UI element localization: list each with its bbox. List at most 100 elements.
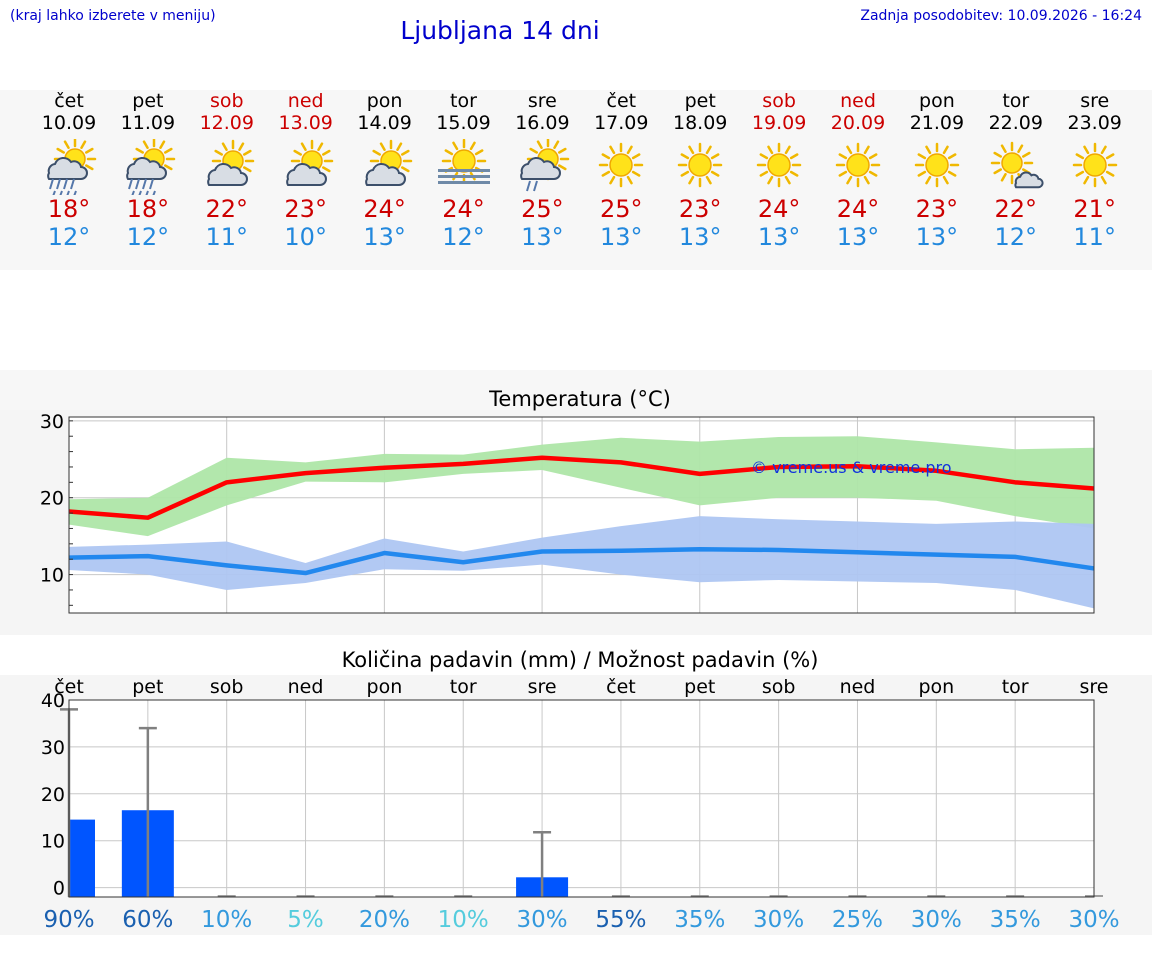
precip-probability: 5% bbox=[287, 907, 324, 933]
precip-probability: 30% bbox=[517, 907, 568, 933]
forecast-day: sob 19.09 24° 13° bbox=[739, 90, 819, 251]
sun-icon bbox=[599, 142, 644, 188]
forecast-day: sre 23.09 21° 11° bbox=[1055, 90, 1135, 251]
max-temperature: 25° bbox=[521, 195, 564, 223]
precip-probability: 10% bbox=[201, 907, 252, 933]
day-date: 20.09 bbox=[830, 112, 886, 134]
category-label: pon bbox=[918, 676, 954, 698]
category-label: pet bbox=[132, 676, 163, 698]
precip-probability: 25% bbox=[832, 907, 883, 933]
forecast-day: sob 12.09 22° 11° bbox=[187, 90, 267, 251]
category-label: ned bbox=[840, 676, 876, 698]
precip-bar bbox=[69, 819, 95, 897]
min-temperature: 11° bbox=[205, 223, 249, 251]
plot-frame bbox=[68, 699, 1095, 898]
precip-probability: 30% bbox=[1068, 907, 1119, 933]
min-temperature: 13° bbox=[600, 223, 643, 251]
y-tick-label: 40 bbox=[41, 690, 65, 712]
sun-icon bbox=[1072, 142, 1117, 188]
day-date: 13.09 bbox=[278, 112, 333, 134]
forecast-band bbox=[0, 90, 1152, 270]
precip-probability: 10% bbox=[438, 907, 489, 933]
day-date: 19.09 bbox=[751, 112, 807, 134]
day-date: 10.09 bbox=[41, 112, 97, 134]
max-range-band bbox=[69, 436, 1094, 537]
day-name: ned bbox=[840, 90, 876, 112]
forecast-day: tor 22.09 22° 12° bbox=[976, 90, 1056, 251]
forecast-day: čet 10.09 18° 12° bbox=[29, 90, 109, 251]
watermark: © vreme.us & vreme.pro bbox=[751, 458, 952, 477]
precip-chart-title: Količina padavin (mm) / Možnost padavin … bbox=[341, 648, 819, 672]
max-temperature-line bbox=[68, 455, 1095, 520]
y-tick-label: 20 bbox=[41, 784, 65, 806]
min-temperature: 13° bbox=[836, 223, 880, 251]
forecast-day: pon 21.09 23° 13° bbox=[897, 90, 977, 251]
precip-probability: 30% bbox=[753, 907, 804, 933]
day-name: čet bbox=[606, 90, 637, 112]
sun-icon bbox=[914, 142, 960, 188]
sun-fog-icon bbox=[437, 139, 490, 184]
min-temperature: 13° bbox=[678, 223, 722, 251]
category-label: sre bbox=[528, 676, 557, 698]
min-temperature: 13° bbox=[363, 223, 406, 251]
precip-probability: 60% bbox=[122, 907, 173, 933]
min-temperature: 13° bbox=[915, 223, 959, 251]
day-name: sre bbox=[1080, 90, 1110, 112]
category-label: sob bbox=[210, 676, 244, 698]
max-temperature: 24° bbox=[363, 195, 406, 223]
sun-cloud-drizzle-icon bbox=[520, 139, 570, 192]
day-name: pet bbox=[132, 90, 164, 112]
max-temperature: 23° bbox=[915, 195, 959, 223]
max-temperature: 22° bbox=[994, 195, 1038, 223]
day-date: 16.09 bbox=[515, 112, 570, 134]
forecast-day: sre 16.09 25° 13° bbox=[502, 90, 582, 251]
sun-cloud-icon bbox=[207, 139, 255, 186]
y-tick-label: 10 bbox=[40, 565, 64, 587]
day-date: 12.09 bbox=[199, 112, 254, 134]
sun-cloud-icon bbox=[364, 139, 412, 186]
temperature-title-band bbox=[0, 370, 1152, 410]
sun-icon bbox=[756, 142, 802, 188]
min-temperature: 12° bbox=[47, 223, 91, 251]
min-temperature: 10° bbox=[284, 223, 327, 251]
day-name: sob bbox=[210, 90, 244, 112]
category-label: čet bbox=[54, 676, 84, 698]
category-label: pet bbox=[684, 676, 715, 698]
category-label: sre bbox=[1080, 676, 1109, 698]
forecast-day: pet 11.09 18° 12° bbox=[108, 90, 188, 251]
day-date: 15.09 bbox=[436, 112, 491, 134]
forecast-day: ned 20.09 24° 13° bbox=[818, 90, 898, 251]
max-temperature: 24° bbox=[836, 195, 880, 223]
precip-probability: 20% bbox=[359, 907, 410, 933]
temperature-chart-title: Temperatura (°C) bbox=[489, 387, 671, 411]
min-temperature: 12° bbox=[994, 223, 1038, 251]
day-date: 22.09 bbox=[988, 112, 1043, 134]
day-name: pon bbox=[366, 90, 403, 112]
last-update: Zadnja posodobitev: 10.09.2026 - 16:24 bbox=[860, 8, 1142, 24]
day-name: tor bbox=[450, 90, 477, 112]
day-date: 17.09 bbox=[594, 112, 649, 134]
category-label: čet bbox=[606, 676, 636, 698]
day-name: tor bbox=[1002, 90, 1030, 112]
max-temperature: 25° bbox=[600, 195, 643, 223]
y-tick-label: 30 bbox=[40, 411, 64, 433]
category-label: ned bbox=[288, 676, 324, 698]
max-temperature: 22° bbox=[205, 195, 249, 223]
sun-cloud-icon bbox=[285, 139, 333, 186]
day-date: 11.09 bbox=[120, 112, 176, 134]
forecast-day: pet 18.09 23° 13° bbox=[660, 90, 740, 251]
sun-small-cloud-icon bbox=[990, 141, 1044, 189]
day-name: sob bbox=[762, 90, 796, 112]
max-temperature: 23° bbox=[678, 195, 722, 223]
min-temperature: 13° bbox=[521, 223, 564, 251]
forecast-day: tor 15.09 24° 12° bbox=[424, 90, 504, 251]
min-temperature: 11° bbox=[1073, 223, 1116, 251]
day-name: čet bbox=[54, 90, 84, 112]
day-date: 14.09 bbox=[357, 112, 412, 134]
day-date: 23.09 bbox=[1067, 112, 1122, 134]
category-label: tor bbox=[1002, 676, 1029, 698]
max-temperature: 18° bbox=[47, 195, 91, 223]
sun-cloud-rain-icon bbox=[126, 139, 176, 195]
sun-cloud-rain-icon bbox=[47, 139, 97, 195]
max-temperature: 24° bbox=[442, 195, 485, 223]
